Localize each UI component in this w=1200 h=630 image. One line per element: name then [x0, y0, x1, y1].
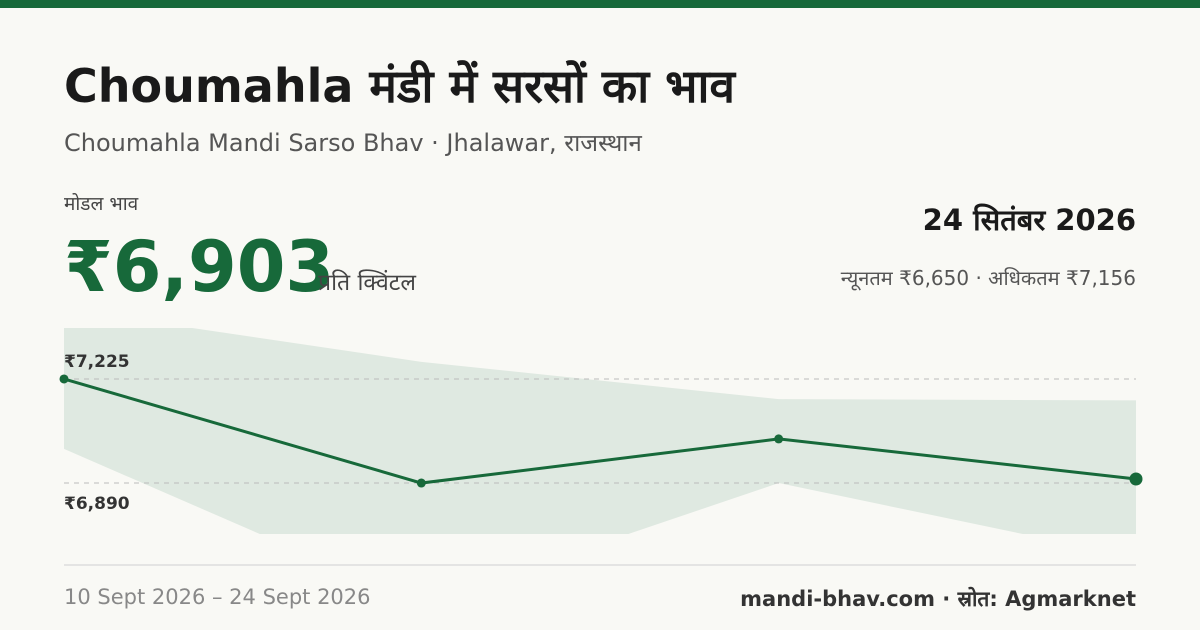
point [1129, 472, 1143, 486]
y-tick-label: ₹7,225 [64, 352, 130, 372]
point [59, 374, 69, 384]
subtitle: Choumahla Mandi Sarso Bhav · Jhalawar, र… [64, 129, 642, 157]
plot-area [64, 328, 1136, 534]
title: Choumahla मंडी में सरसों का भाव [64, 59, 735, 113]
range-band [64, 328, 1136, 534]
price-range: न्यूनतम ₹6,650 · अधिकतम ₹7,156 [840, 266, 1136, 290]
price: ₹6,903 [64, 226, 335, 308]
price-label: मोडल भाव [64, 193, 139, 215]
point [774, 434, 784, 444]
date: 24 सितंबर 2026 [922, 203, 1136, 237]
y-tick-label: ₹6,890 [64, 494, 130, 514]
top-bar [0, 0, 1200, 8]
unit: प्रति क्विंटल [318, 270, 416, 296]
period: 10 Sept 2026 – 24 Sept 2026 [64, 585, 371, 609]
modal-line [63, 377, 1137, 485]
point [416, 478, 426, 488]
source: mandi-bhav.com · स्रोत: Agmarknet [740, 587, 1136, 611]
